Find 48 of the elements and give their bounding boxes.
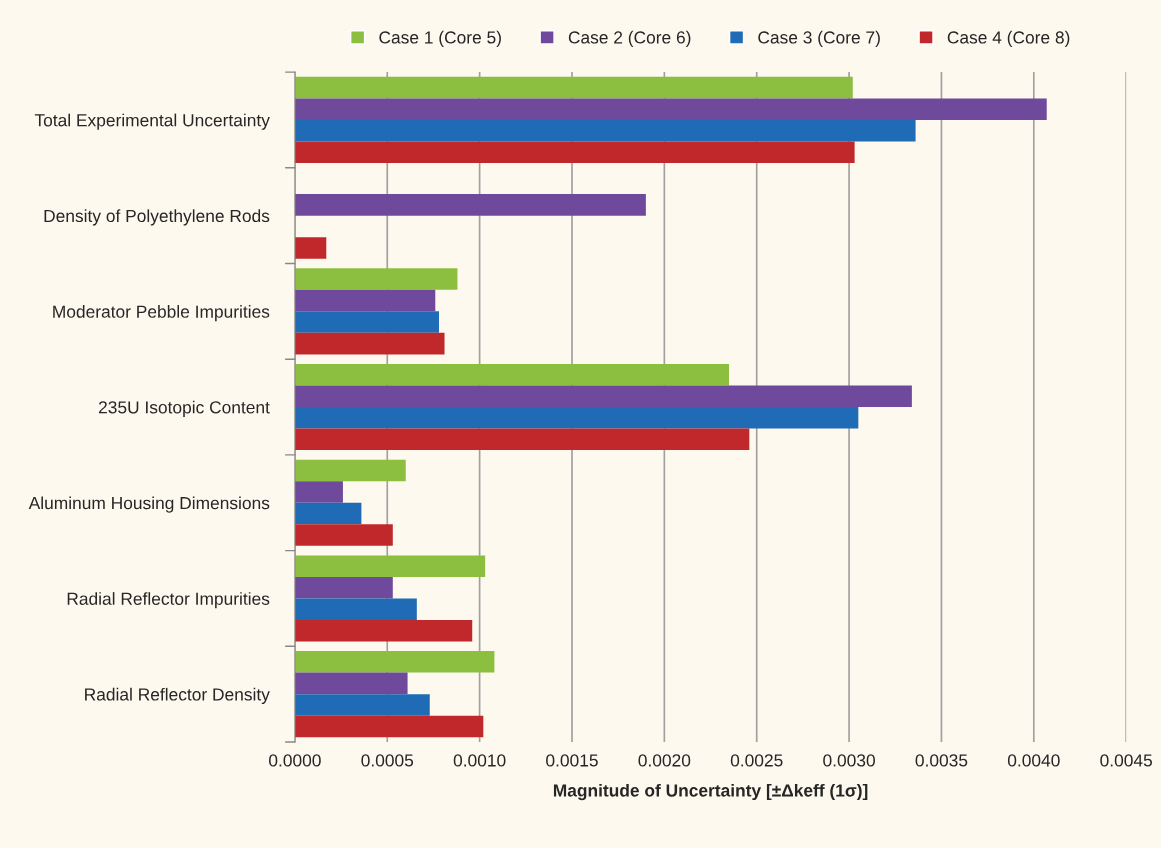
bar [294,311,439,333]
legend-label: Case 2 (Core 6) [568,30,691,48]
bar [294,555,486,577]
bar [294,694,430,716]
bar [294,715,484,738]
x-tick-label: 0.0045 [1100,754,1152,767]
x-tick-label: 0.0030 [823,754,875,767]
x-tick-label: 0.0025 [730,754,783,767]
y-tick-label: Total Experimental Uncertainty [34,113,270,130]
bar [294,459,406,482]
bar [294,385,912,408]
bar [294,268,458,290]
bar [294,576,393,599]
bar [294,502,362,525]
y-tick-label: Radial Reflector Impurities [67,592,270,609]
x-axis-title: Magnitude of Uncertainty [±Δkeff (1σ)] [553,783,868,801]
bar [294,524,393,546]
legend-label: Case 3 (Core 7) [758,30,880,48]
bar [294,289,436,312]
legend-label: Case 4 (Core 8) [947,30,1070,48]
x-tick-label: 0.0020 [638,754,691,767]
bar [294,332,445,355]
y-tick-label: Moderator Pebble Impurities [53,305,270,322]
x-tick-label: 0.0015 [546,754,598,767]
y-tick-label: Density of Polyethylene Rods [44,209,270,226]
bar [294,237,327,259]
bar [294,407,859,429]
x-tick-label: 0.0035 [915,754,968,767]
bar [294,481,343,503]
bar [294,363,729,386]
legend-label: Case 1 (Core 5) [379,30,501,48]
bar [294,619,473,642]
bar [294,194,646,216]
y-tick-label: Radial Reflector Density [85,687,270,705]
bar [294,651,495,673]
x-tick-label: 0.0010 [453,754,506,767]
x-tick-label: 0.0040 [1007,754,1060,767]
bar [294,428,750,451]
x-tick-label: 0.0005 [361,754,414,767]
bar [294,76,853,99]
bar [294,598,417,620]
x-tick-label: 0.0000 [269,754,321,767]
bar [294,98,1047,120]
y-tick-label: 235U Isotopic Content [98,400,270,417]
bar [294,141,855,163]
bar [294,119,916,142]
bar [294,672,408,695]
y-tick-label: Aluminum Housing Dimensions [28,496,270,513]
